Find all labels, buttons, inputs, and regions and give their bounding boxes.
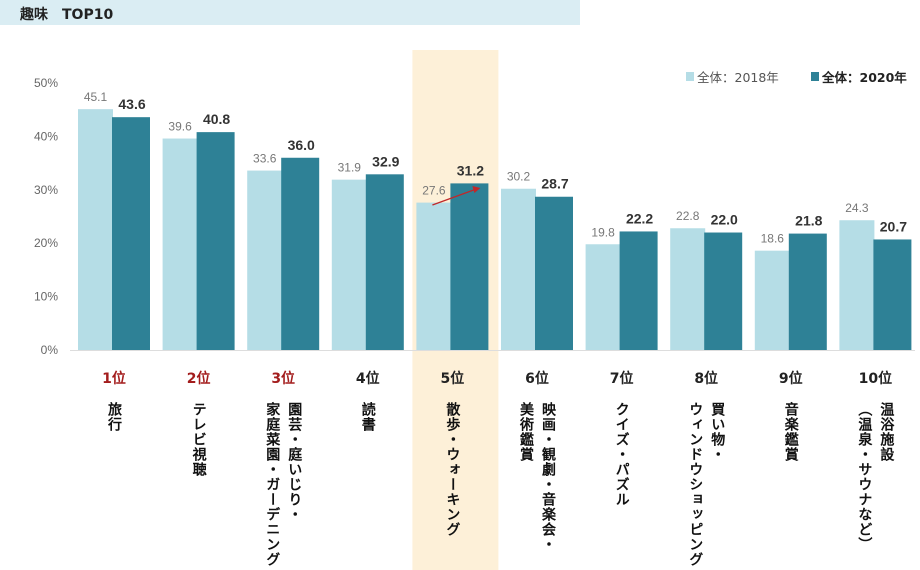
data-label-2020: 36.0 xyxy=(288,137,315,153)
data-label-2018: 27.6 xyxy=(422,184,446,198)
data-label-2018: 19.8 xyxy=(591,225,615,239)
data-label-2020: 31.2 xyxy=(457,162,484,178)
rank-label: 8位 xyxy=(694,371,719,387)
bar-2018 xyxy=(247,170,283,350)
bar-2018 xyxy=(416,202,452,350)
bar-2020 xyxy=(450,183,489,350)
bar-2018 xyxy=(162,138,198,350)
bar-2020 xyxy=(619,231,658,350)
legend-label-2020: 全体：2020年 xyxy=(822,70,907,85)
category-label: 読書 xyxy=(359,402,376,432)
data-label-2018: 33.6 xyxy=(253,152,277,166)
bar-2020 xyxy=(704,232,743,350)
rank-label: 6位 xyxy=(525,371,549,387)
category-label: 園芸・庭いじり・ 家庭菜園・ガーデニング xyxy=(264,402,303,567)
rank-label: 5位 xyxy=(440,371,465,387)
rank-label: 7位 xyxy=(609,371,634,387)
data-label-2018: 30.2 xyxy=(507,170,531,184)
legend-item-2018: 全体：2018年 xyxy=(686,67,779,86)
bar-2018 xyxy=(839,220,875,350)
category-label: クイズ・パズル xyxy=(613,402,630,507)
rank-label: 2位 xyxy=(186,371,211,387)
y-tick-label: 50% xyxy=(34,76,58,90)
bar-2018 xyxy=(501,188,536,350)
category-label: 買い物・ ウィンドウショッピング xyxy=(687,402,726,567)
rank-label: 4位 xyxy=(355,371,380,387)
bar-2020 xyxy=(535,196,573,350)
rank-label: 10位 xyxy=(858,371,893,387)
category-label: テレビ視聴 xyxy=(190,402,207,477)
y-tick-label: 20% xyxy=(34,236,58,250)
bar-2018 xyxy=(331,179,367,350)
y-tick-label: 40% xyxy=(34,129,58,143)
trend-arrow-line xyxy=(432,188,477,206)
data-label-2018: 22.8 xyxy=(676,209,700,223)
rank-label: 3位 xyxy=(271,371,296,387)
data-label-2018: 45.1 xyxy=(84,90,108,104)
bar-2020 xyxy=(788,233,827,350)
rank-label: 1位 xyxy=(102,371,126,387)
legend-swatch-2018 xyxy=(686,72,694,81)
category-label: 映画・観劇・音楽会・ 美術鑑賞 xyxy=(518,402,556,552)
data-label-2020: 43.6 xyxy=(118,96,145,112)
category-label: 旅行 xyxy=(106,402,122,432)
data-label-2018: 24.3 xyxy=(845,201,869,215)
bar-2018 xyxy=(670,228,706,350)
data-label-2020: 28.7 xyxy=(541,176,568,192)
data-label-2018: 31.9 xyxy=(338,161,362,175)
data-label-2018: 39.6 xyxy=(168,120,192,134)
bar-2020 xyxy=(873,239,912,350)
bar-2018 xyxy=(78,109,113,350)
category-label: 散歩・ウォーキング xyxy=(444,402,461,537)
data-label-2018: 18.6 xyxy=(761,232,785,246)
data-label-2020: 22.2 xyxy=(626,210,653,226)
y-tick-label: 0% xyxy=(41,343,59,357)
category-label: 温浴施設 （温泉・サウナなど） xyxy=(856,402,895,552)
legend-swatch-2020 xyxy=(811,72,819,81)
data-label-2020: 22.0 xyxy=(711,212,738,228)
category-label: 音楽鑑賞 xyxy=(782,402,799,462)
bar-2018 xyxy=(585,244,621,350)
y-tick-label: 10% xyxy=(34,290,58,304)
rank-label: 9位 xyxy=(778,371,803,387)
trend-arrow-head xyxy=(472,186,481,193)
bar-2020 xyxy=(112,117,150,351)
title-bar: 趣味 TOP10 xyxy=(0,0,580,25)
y-tick-label: 30% xyxy=(34,183,58,197)
bar-2018 xyxy=(754,250,790,350)
data-label-2020: 21.8 xyxy=(795,213,822,229)
data-label-2020: 40.8 xyxy=(203,111,230,127)
data-label-2020: 32.9 xyxy=(372,153,399,169)
bar-2020 xyxy=(281,157,320,350)
bar-2020 xyxy=(196,132,235,350)
legend-item-2020: 全体：2020年 xyxy=(811,67,907,86)
chart-title: 趣味 TOP10 xyxy=(20,7,114,23)
data-label-2020: 20.7 xyxy=(880,218,907,234)
legend-label-2018: 全体：2018年 xyxy=(697,70,779,85)
bar-2020 xyxy=(365,174,404,350)
